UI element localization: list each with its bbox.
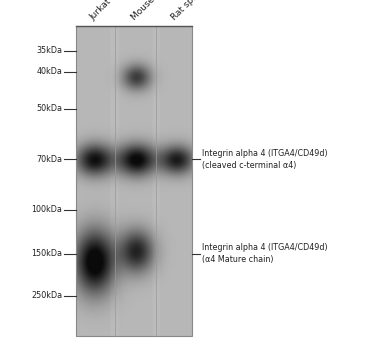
Bar	[76, 26, 192, 336]
Text: 250kDa: 250kDa	[31, 291, 62, 300]
Text: 50kDa: 50kDa	[36, 104, 62, 113]
Text: Integrin alpha 4 (ITGA4/CD49d)
(α4 Mature chain): Integrin alpha 4 (ITGA4/CD49d) (α4 Matur…	[202, 243, 327, 264]
Text: 35kDa: 35kDa	[36, 46, 62, 55]
Text: 100kDa: 100kDa	[31, 205, 62, 215]
Text: Rat spleen: Rat spleen	[170, 0, 210, 22]
Text: Mouse spleen: Mouse spleen	[130, 0, 180, 22]
Text: 150kDa: 150kDa	[31, 249, 62, 258]
Text: Integrin alpha 4 (ITGA4/CD49d)
(cleaved c-terminal α4): Integrin alpha 4 (ITGA4/CD49d) (cleaved …	[202, 149, 327, 170]
Text: 40kDa: 40kDa	[36, 67, 62, 76]
Text: 70kDa: 70kDa	[36, 155, 62, 164]
Text: Jurkat: Jurkat	[88, 0, 113, 22]
